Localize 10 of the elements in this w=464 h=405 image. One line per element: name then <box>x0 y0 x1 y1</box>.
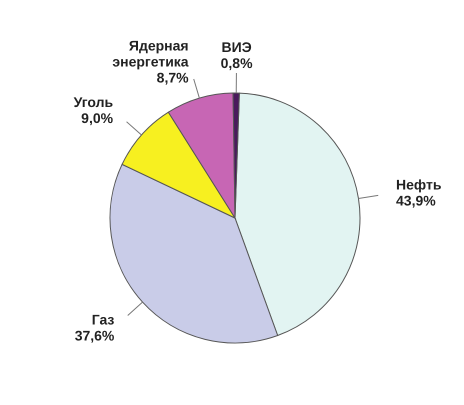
data-label: 9,0% <box>81 110 114 126</box>
slice-label: Ядерная энергетика <box>112 38 189 70</box>
slice-label: Уголь <box>74 94 114 110</box>
data-label: 43,9% <box>396 192 436 209</box>
data-label: 0,8% <box>220 55 254 72</box>
data-label: 37,6% <box>74 328 115 344</box>
data-label: 8,7% <box>156 70 190 86</box>
slice-label: ВИЭ <box>222 39 252 56</box>
slice-label: Нефть <box>396 176 442 193</box>
slice-label: Газ <box>92 312 114 328</box>
